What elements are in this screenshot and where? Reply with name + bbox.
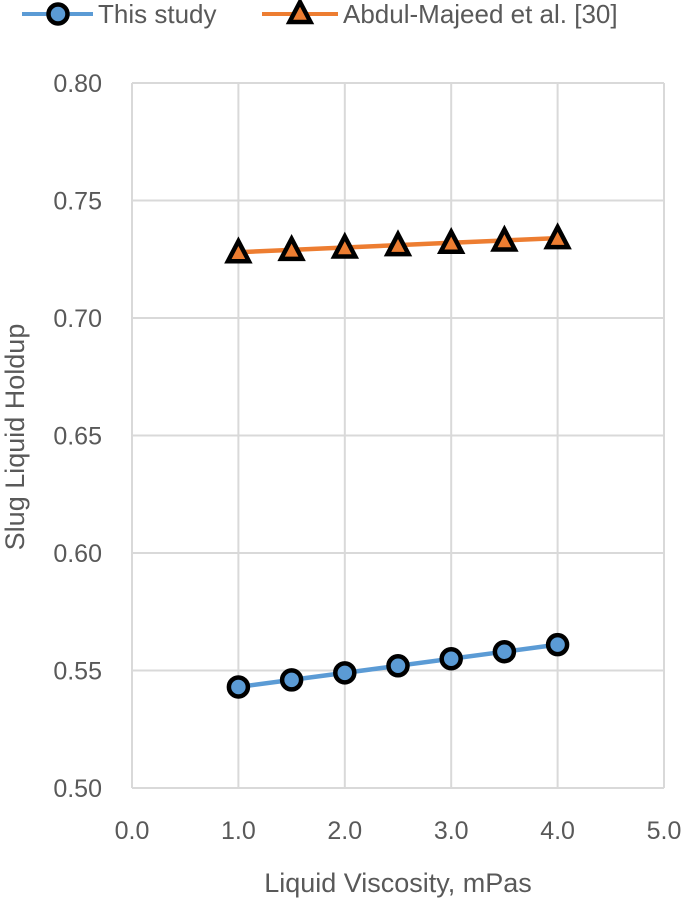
x-axis-title: Liquid Viscosity, mPas: [264, 868, 532, 898]
data-point-this-study: [333, 661, 357, 685]
x-tick-label: 0.0: [115, 817, 150, 845]
y-tick-label: 0.60: [53, 540, 102, 568]
y-tick-label: 0.80: [53, 70, 102, 98]
data-point-this-study: [492, 639, 517, 664]
gridlines: [131, 82, 665, 789]
data-point-this-study: [439, 647, 463, 671]
x-axis-tick-labels: 0.0 1.0 2.0 3.0 4.0 5.0: [115, 817, 682, 845]
legend-item-this-study: This study: [22, 0, 217, 29]
data-point-abdul-majeed: [383, 229, 413, 257]
legend-label-this-study: This study: [98, 0, 217, 29]
y-tick-label: 0.75: [53, 188, 102, 216]
data-point-abdul-majeed: [277, 234, 306, 262]
data-point-this-study: [386, 654, 410, 678]
y-tick-label: 0.55: [53, 658, 102, 686]
data-point-abdul-majeed: [224, 236, 253, 264]
data-point-abdul-majeed: [436, 226, 466, 255]
y-axis-tick-labels: 0.50 0.55 0.60 0.65 0.70 0.75 0.80: [53, 70, 102, 803]
y-tick-label: 0.65: [53, 423, 102, 451]
data-point-abdul-majeed: [330, 231, 360, 259]
data-point-abdul-majeed: [543, 222, 572, 250]
x-tick-label: 4.0: [540, 817, 575, 845]
data-point-this-study: [226, 675, 251, 699]
y-tick-label: 0.50: [53, 775, 102, 803]
legend-marker-circle-icon: [46, 2, 70, 26]
series-layer: [224, 222, 572, 699]
legend-label-abdul-majeed: Abdul-Majeed et al. [30]: [343, 0, 618, 29]
legend: This study Abdul-Majeed et al. [30]: [22, 0, 618, 29]
x-tick-label: 3.0: [434, 817, 469, 845]
legend-marker-triangle-icon: [285, 0, 315, 25]
data-point-this-study: [545, 632, 570, 657]
x-tick-label: 2.0: [327, 817, 362, 845]
legend-item-abdul-majeed: Abdul-Majeed et al. [30]: [262, 0, 618, 29]
x-tick-label: 1.0: [221, 817, 256, 845]
x-tick-label: 5.0: [647, 817, 682, 845]
y-axis-title: Slug Liquid Holdup: [0, 324, 30, 551]
data-point-this-study: [279, 668, 304, 692]
data-point-abdul-majeed: [490, 224, 519, 252]
y-tick-label: 0.70: [53, 305, 102, 333]
